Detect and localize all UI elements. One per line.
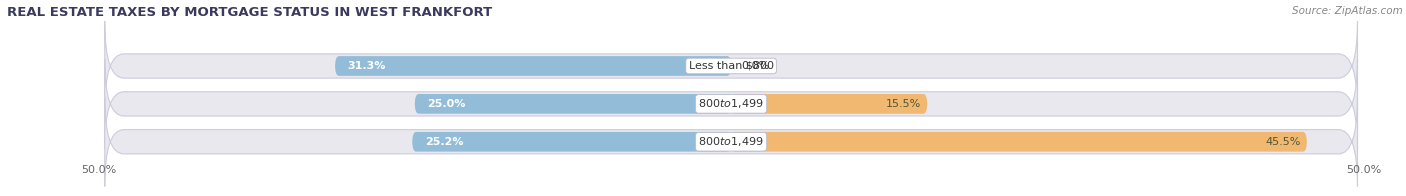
Text: 31.3%: 31.3% [347, 61, 387, 71]
Text: 25.0%: 25.0% [427, 99, 465, 109]
Legend: Without Mortgage, With Mortgage: Without Mortgage, With Mortgage [606, 191, 856, 196]
FancyBboxPatch shape [335, 56, 731, 76]
Text: $800 to $1,499: $800 to $1,499 [699, 135, 763, 148]
FancyBboxPatch shape [104, 97, 1358, 186]
FancyBboxPatch shape [731, 94, 927, 114]
Text: 15.5%: 15.5% [886, 99, 921, 109]
Text: 25.2%: 25.2% [425, 137, 464, 147]
Text: $800 to $1,499: $800 to $1,499 [699, 97, 763, 110]
Text: 45.5%: 45.5% [1265, 137, 1301, 147]
FancyBboxPatch shape [104, 59, 1358, 149]
FancyBboxPatch shape [412, 132, 731, 152]
FancyBboxPatch shape [104, 21, 1358, 111]
Text: Source: ZipAtlas.com: Source: ZipAtlas.com [1292, 6, 1403, 16]
Text: Less than $800: Less than $800 [689, 61, 773, 71]
FancyBboxPatch shape [731, 132, 1308, 152]
FancyBboxPatch shape [415, 94, 731, 114]
Text: 0.0%: 0.0% [741, 61, 769, 71]
Text: REAL ESTATE TAXES BY MORTGAGE STATUS IN WEST FRANKFORT: REAL ESTATE TAXES BY MORTGAGE STATUS IN … [7, 6, 492, 19]
